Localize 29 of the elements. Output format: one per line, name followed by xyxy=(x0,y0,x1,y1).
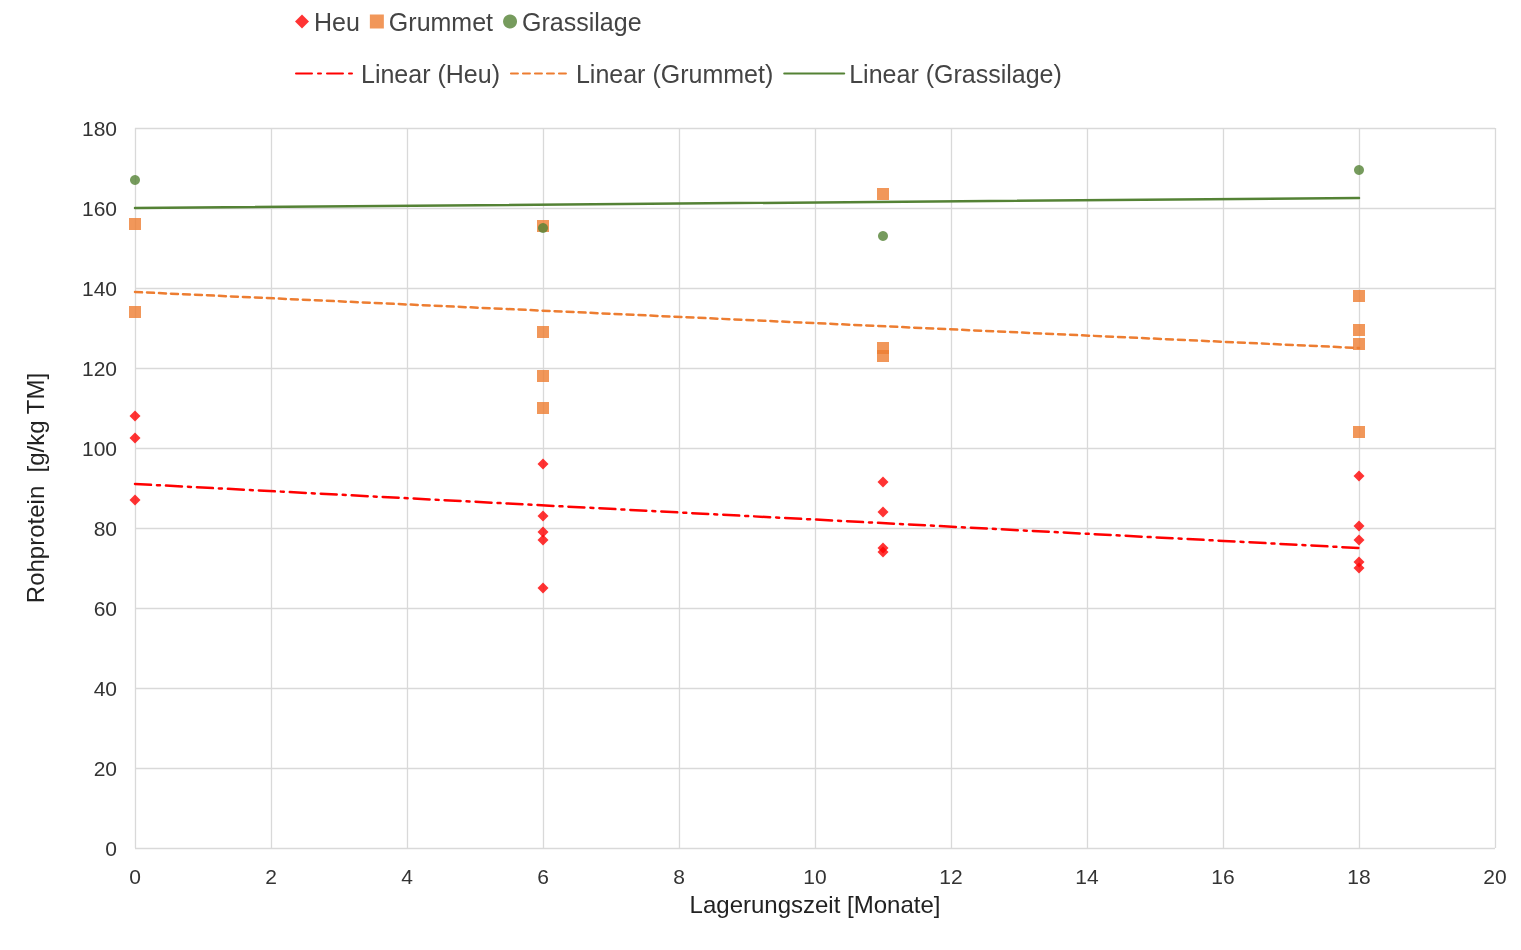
legend-label: Heu xyxy=(314,7,360,36)
x-tick-label: 10 xyxy=(803,865,827,888)
y-tick-label: 160 xyxy=(81,196,117,220)
x-tick-label: 6 xyxy=(537,865,549,888)
y-tick-label: 140 xyxy=(81,276,117,300)
x-tick-label: 8 xyxy=(673,865,685,888)
y-tick-label: 100 xyxy=(81,436,117,460)
y-tick-label: 120 xyxy=(81,356,117,380)
x-tick-label: 14 xyxy=(1075,865,1099,888)
x-tick-label: 16 xyxy=(1211,865,1235,888)
y-tick-label: 0 xyxy=(105,836,117,860)
legend-label: Linear (Heu) xyxy=(361,59,500,88)
y-axis-title: Rohprotein [g/kg TM] xyxy=(21,372,49,604)
x-tick-label: 0 xyxy=(129,865,141,888)
y-tick-label: 80 xyxy=(93,516,117,540)
legend-label: Linear (Grassilage) xyxy=(849,59,1062,88)
legend-label: Grummet xyxy=(388,7,494,36)
x-axis-title: Lagerungszeit [Monate] xyxy=(689,890,941,918)
legend-label: Grassilage xyxy=(522,7,642,36)
legend-label: Linear (Grummet) xyxy=(575,59,774,88)
x-tick-label: 4 xyxy=(401,865,414,888)
x-tick-label: 20 xyxy=(1483,865,1507,888)
x-tick-label: 12 xyxy=(939,865,963,888)
y-tick-label: 40 xyxy=(93,676,117,700)
x-tick-label: 2 xyxy=(265,865,277,888)
y-tick-label: 20 xyxy=(93,756,117,780)
x-tick-label: 18 xyxy=(1347,865,1371,888)
y-tick-label: 180 xyxy=(81,116,117,140)
y-tick-label: 60 xyxy=(93,596,117,620)
